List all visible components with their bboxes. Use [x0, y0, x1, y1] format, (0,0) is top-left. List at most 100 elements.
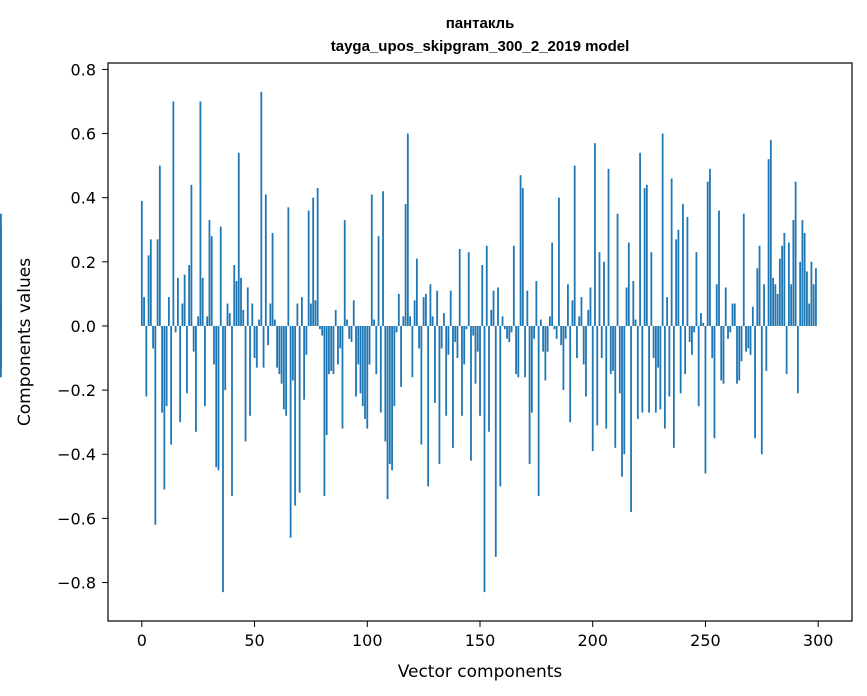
bar: [303, 325, 306, 400]
x-tick-label: 100: [352, 631, 383, 650]
bar: [443, 313, 445, 326]
bar: [404, 204, 407, 326]
bar: [691, 325, 693, 355]
bar: [255, 325, 258, 368]
bar: [643, 188, 646, 326]
bar: [291, 325, 294, 381]
bars-group: [0, 91, 817, 593]
bar: [616, 213, 619, 326]
bar: [783, 232, 786, 326]
bar: [806, 271, 808, 326]
bar: [612, 325, 614, 371]
bar: [183, 274, 186, 326]
bar: [226, 303, 229, 326]
bar: [530, 325, 533, 413]
bar: [720, 325, 723, 381]
bar: [219, 226, 222, 326]
bar: [307, 210, 310, 326]
bar: [756, 268, 759, 326]
bar: [526, 290, 529, 326]
x-tick-label: 50: [244, 631, 264, 650]
bar: [808, 303, 811, 326]
bar: [244, 325, 247, 442]
bar: [476, 325, 479, 352]
bar: [440, 325, 443, 349]
bar: [594, 143, 596, 326]
bar: [179, 325, 182, 423]
bar: [213, 325, 215, 365]
bar: [700, 313, 702, 326]
bar: [472, 325, 475, 336]
y-axis-label: Components values: [15, 258, 35, 426]
bar: [749, 325, 752, 355]
bar: [729, 325, 732, 333]
bar: [704, 325, 707, 474]
y-tick-label: −0.8: [57, 574, 96, 593]
bar: [434, 325, 436, 403]
bar: [738, 325, 741, 381]
bar: [231, 325, 233, 496]
bar: [361, 325, 364, 407]
bar: [195, 325, 197, 432]
bar: [0, 303, 2, 326]
bar: [564, 325, 567, 339]
bar: [197, 316, 200, 326]
bar: [648, 325, 650, 413]
bar: [233, 265, 236, 326]
bar: [262, 325, 265, 368]
bar: [587, 309, 590, 326]
bar: [147, 255, 150, 326]
bar: [553, 325, 556, 330]
y-tick-label: 0.0: [71, 317, 96, 336]
bar: [763, 284, 765, 326]
bar: [794, 181, 797, 326]
bar: [222, 325, 224, 593]
bar: [422, 297, 425, 326]
bar: [684, 325, 687, 375]
bar: [276, 325, 278, 368]
bar: [215, 325, 218, 468]
bar: [524, 325, 526, 378]
bar: [210, 236, 213, 326]
bar: [409, 316, 412, 326]
bar: [591, 325, 594, 452]
bar: [339, 325, 342, 349]
bar: [609, 325, 612, 375]
bar: [458, 249, 461, 326]
bar: [812, 284, 815, 326]
bar: [521, 188, 524, 326]
bar: [269, 303, 272, 326]
bar: [352, 300, 355, 326]
bar: [774, 284, 777, 326]
bar: [246, 287, 249, 326]
bar: [152, 325, 154, 349]
bar: [494, 325, 497, 557]
bar: [237, 152, 240, 326]
bar: [760, 325, 763, 455]
bar: [560, 325, 563, 346]
bar: [267, 325, 269, 346]
bar: [298, 325, 301, 493]
y-tick-label: 0.2: [71, 253, 96, 272]
bar: [312, 197, 315, 326]
bar: [316, 188, 319, 326]
bar: [790, 284, 793, 326]
bar: [452, 325, 454, 448]
bar: [149, 239, 152, 326]
bar: [366, 325, 369, 429]
bar: [334, 309, 337, 326]
bar: [562, 325, 565, 391]
bar: [377, 236, 380, 326]
bar: [654, 325, 657, 413]
bar: [323, 325, 326, 496]
bar: [677, 229, 680, 326]
bar: [558, 197, 560, 326]
bar: [249, 325, 251, 416]
bar: [305, 325, 308, 355]
bar: [578, 316, 581, 326]
bar: [346, 319, 348, 326]
bar: [742, 213, 745, 326]
y-tick-label: 0.4: [71, 189, 96, 208]
bar: [427, 325, 430, 487]
bar: [546, 325, 549, 352]
